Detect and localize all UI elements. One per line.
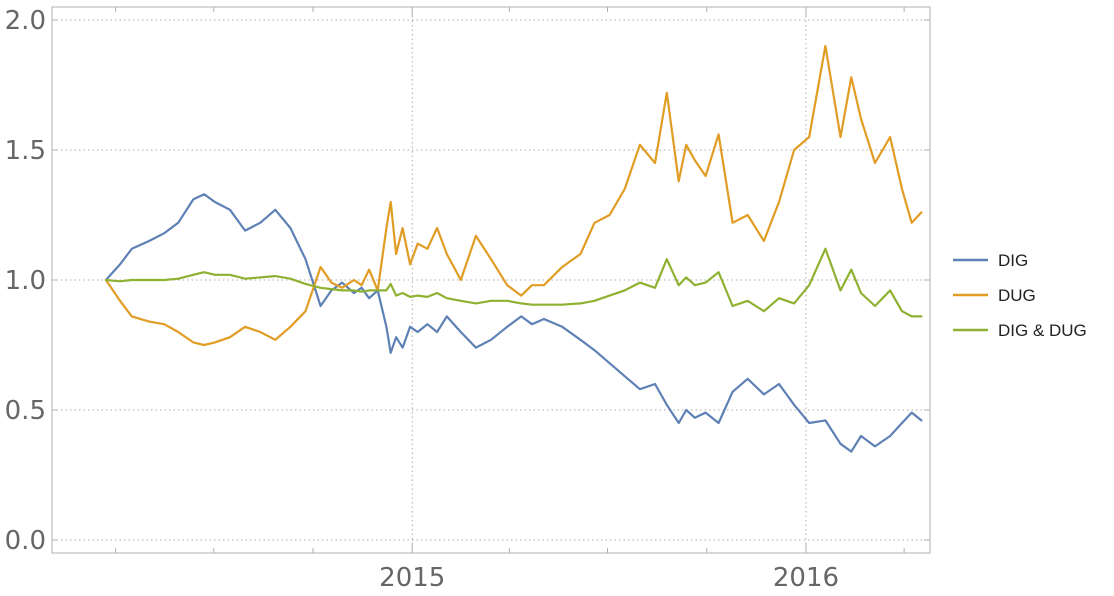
tick-layer: 0.0 0.5 1.0 1.5 2.0 2015 2016 [5, 6, 930, 593]
y-tick-label: 0.0 [5, 526, 46, 556]
x-tick-label: 2015 [379, 563, 445, 593]
series-layer [104, 44, 923, 453]
series-line-dug [104, 44, 923, 347]
series-line-dig [104, 193, 923, 453]
y-tick-label: 0.5 [5, 396, 46, 426]
grid-layer [52, 7, 930, 553]
y-tick-label: 1.0 [5, 266, 46, 296]
x-tick-label: 2016 [773, 563, 839, 593]
legend: DIG DUG DIG & DUG [953, 251, 1087, 340]
y-tick-label: 1.5 [5, 136, 46, 166]
series-line-dig-dug [104, 247, 923, 318]
legend-label: DIG & DUG [998, 321, 1087, 340]
y-tick-label: 2.0 [5, 6, 46, 36]
legend-label: DUG [998, 286, 1036, 305]
legend-label: DIG [998, 251, 1028, 270]
